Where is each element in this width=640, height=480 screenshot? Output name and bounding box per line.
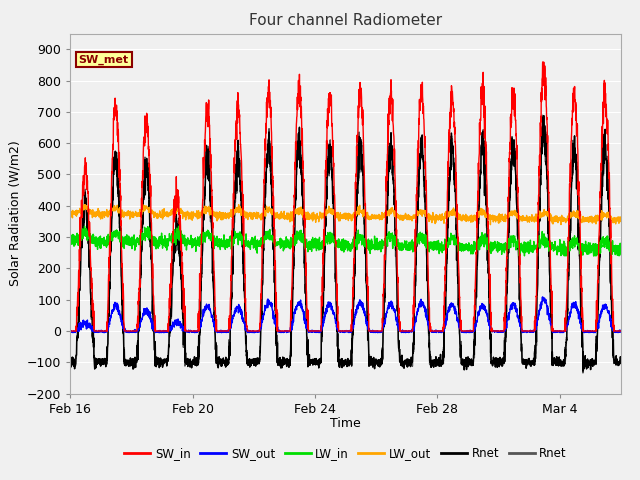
LW_in [81,223,88,229]
Rnet [480,170,488,176]
Rnet [520,357,528,363]
Rnet [67,362,74,368]
SW_in [451,120,458,125]
Rnet [415,183,423,189]
Y-axis label: Solar Radiation (W/m2): Solar Radiation (W/m2) [8,141,22,287]
Rnet [579,368,587,374]
SW_out [69,330,77,336]
LW_out [486,222,494,228]
LW_in [67,237,74,242]
LW_in [521,247,529,253]
Rnet [579,370,587,376]
Rnet [540,113,548,119]
SW_out [415,302,423,308]
Line: SW_out: SW_out [70,297,621,333]
Title: Four channel Radiometer: Four channel Radiometer [249,13,442,28]
Line: Rnet: Rnet [70,115,621,373]
Rnet [539,112,547,118]
LW_in [241,238,249,243]
LW_out [617,217,625,223]
LW_out [139,202,147,207]
X-axis label: Time: Time [330,417,361,430]
Line: LW_out: LW_out [70,204,621,225]
SW_out [451,303,458,309]
LW_in [617,249,625,255]
LW_in [515,253,523,259]
SW_out [67,329,74,335]
SW_out [539,294,547,300]
Rnet [520,357,528,363]
SW_in [539,59,547,65]
SW_in [480,114,488,120]
Text: SW_met: SW_met [79,54,129,65]
Line: SW_in: SW_in [70,62,621,331]
Rnet [451,164,458,169]
Legend: SW_in, SW_out, LW_in, LW_out, Rnet, Rnet: SW_in, SW_out, LW_in, LW_out, Rnet, Rnet [120,443,572,465]
Rnet [617,357,625,363]
Rnet [451,161,458,167]
LW_out [480,207,488,213]
SW_out [617,329,625,335]
LW_in [451,232,458,238]
LW_out [521,215,529,220]
Rnet [617,357,625,363]
LW_in [480,233,488,239]
SW_out [521,329,529,335]
LW_out [451,209,458,215]
Rnet [451,177,458,183]
SW_out [480,302,488,308]
Rnet [241,308,249,313]
LW_out [451,210,458,216]
LW_in [415,241,423,247]
LW_out [415,210,423,216]
SW_in [241,275,249,280]
SW_in [617,328,625,334]
Rnet [480,172,488,178]
Line: Rnet: Rnet [70,116,621,371]
Rnet [415,181,423,187]
Rnet [451,182,458,188]
LW_in [451,237,458,242]
SW_in [415,121,423,127]
SW_out [451,308,458,314]
LW_out [67,207,74,213]
Rnet [241,313,249,319]
LW_out [241,211,249,216]
Rnet [67,362,74,368]
SW_in [451,124,458,130]
SW_out [241,325,249,331]
SW_in [67,328,74,334]
SW_in [520,328,528,334]
Line: LW_in: LW_in [70,226,621,256]
